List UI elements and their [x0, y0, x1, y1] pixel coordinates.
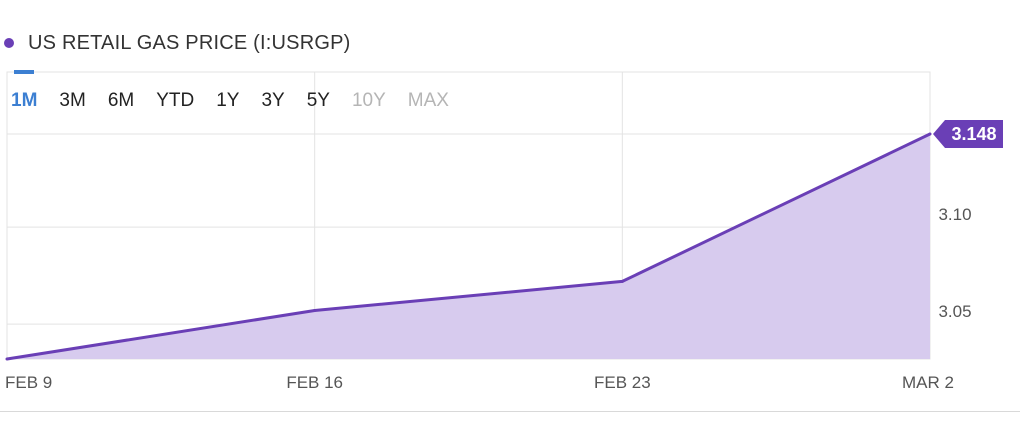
y-tick-label: 3.10 — [938, 205, 971, 224]
last-value-tag — [933, 120, 1003, 148]
data-point — [928, 132, 932, 136]
chart-legend: US RETAIL GAS PRICE (I:USRGP) — [0, 28, 351, 58]
range-button-10y: 10Y — [351, 90, 386, 111]
last-value-label: 3.148 — [951, 124, 996, 144]
x-tick-label: FEB 16 — [286, 373, 343, 392]
range-selector: 1M 3M 6M YTD 1Y 3Y 5Y 10Y MAX — [0, 70, 460, 132]
data-point — [620, 279, 624, 283]
range-button-ytd[interactable]: YTD — [156, 90, 195, 111]
legend-title: US RETAIL GAS PRICE (I:USRGP) — [28, 31, 351, 54]
x-tick-label: FEB 23 — [594, 373, 651, 392]
data-point — [313, 309, 317, 313]
range-button-3y[interactable]: 3Y — [261, 90, 285, 111]
bottom-divider — [0, 411, 1020, 412]
y-tick-label: 3.05 — [938, 302, 971, 321]
range-button-1y[interactable]: 1Y — [216, 90, 240, 111]
series-line — [6, 132, 931, 361]
legend-dot — [4, 38, 14, 48]
data-point — [5, 357, 9, 361]
x-tick-label: MAR 2 — [902, 373, 954, 392]
range-button-1m[interactable]: 1M — [0, 70, 48, 132]
range-button-6m[interactable]: 6M — [107, 90, 135, 111]
range-button-3m[interactable]: 3M — [59, 90, 86, 111]
range-button-max: MAX — [407, 90, 449, 111]
range-button-5y[interactable]: 5Y — [306, 90, 330, 111]
x-tick-label: FEB 9 — [5, 373, 52, 392]
series-area — [7, 134, 930, 359]
